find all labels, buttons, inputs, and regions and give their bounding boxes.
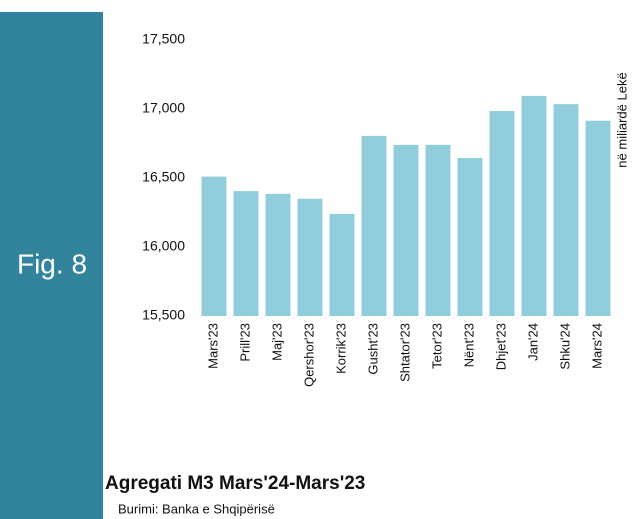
bar (425, 144, 451, 316)
chart-title: Agregati M3 Mars'24-Mars'23 (105, 473, 365, 494)
bar (329, 213, 355, 316)
figure-label: Fig. 8 (17, 248, 87, 279)
y-tick-label: 16,000 (142, 238, 185, 254)
bar (553, 104, 579, 316)
y-tick-label: 15,500 (142, 307, 185, 323)
bar (233, 191, 259, 316)
bar (585, 120, 611, 316)
x-tick-label: Qershor'23 (301, 323, 316, 387)
x-tick-label: Nënt'23 (461, 323, 476, 367)
x-tick-label: Mars'24 (589, 323, 604, 369)
x-tick-label: Maj'23 (269, 323, 284, 361)
y-tick-label: 16,500 (142, 169, 185, 185)
bar (489, 111, 515, 316)
x-tick-label: Gusht'23 (365, 323, 380, 375)
y-tick-label: 17,000 (142, 100, 185, 116)
y-axis-label: në miliardë Lekë (614, 72, 629, 167)
source: Burimi: Banka e Shqipërisë (118, 501, 275, 516)
bar (201, 176, 227, 316)
bar (361, 135, 387, 316)
x-tick-label: Prill'23 (237, 323, 252, 362)
x-tick-label: Mars'23 (205, 323, 220, 369)
x-tick-label: Tetor'23 (429, 323, 444, 369)
x-tick-label: Korrik'23 (333, 323, 348, 374)
x-tick-label: Dhjet'23 (493, 323, 508, 370)
y-tick-label: 17,500 (142, 31, 185, 47)
bar (457, 157, 483, 316)
x-tick-label: Shku'24 (557, 323, 572, 370)
bar (297, 198, 323, 316)
bar (393, 144, 419, 316)
x-tick-label: Shtator'23 (397, 323, 412, 382)
side-panel (0, 12, 103, 519)
bar (521, 95, 547, 316)
bar (265, 193, 291, 316)
x-tick-label: Jan'24 (525, 323, 540, 361)
